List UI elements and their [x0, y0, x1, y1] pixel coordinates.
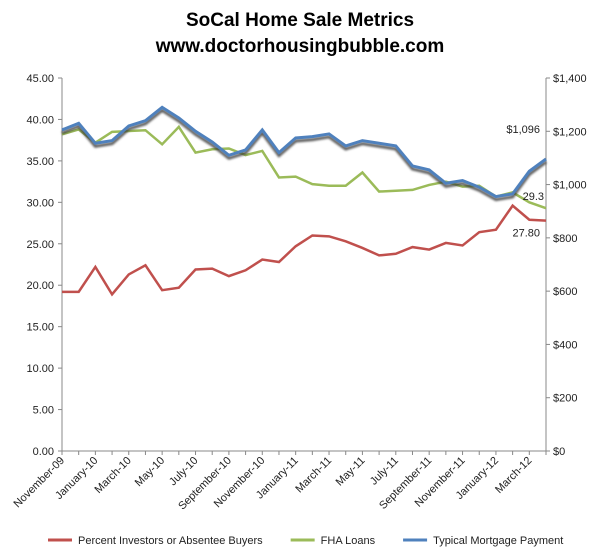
value-label: 29.3 — [523, 191, 544, 203]
y2-tick-label: $1,200 — [553, 126, 587, 138]
y-tick-label: 35.00 — [26, 156, 54, 168]
value-label: $1,096 — [506, 124, 540, 136]
chart-subtitle: www.doctorhousingbubble.com — [155, 36, 445, 57]
y-tick-label: 45.00 — [26, 73, 54, 85]
y2-tick-label: $0 — [553, 446, 565, 458]
y2-tick-label: $1,000 — [553, 180, 587, 192]
y-tick-label: 40.00 — [26, 114, 54, 126]
x-tick-label: July-11 — [368, 455, 401, 488]
y-tick-label: 0.00 — [33, 446, 54, 458]
series-line — [62, 203, 547, 297]
y-tick-label: 25.00 — [26, 239, 54, 251]
x-tick-label: March-11 — [293, 455, 334, 496]
x-tick-label: November-09 — [12, 455, 68, 511]
y-tick-label: 5.00 — [33, 405, 54, 417]
value-label: 27.80 — [512, 228, 540, 240]
y-tick-label: 15.00 — [26, 322, 54, 334]
y2-tick-label: $1,400 — [553, 73, 587, 85]
series-line — [61, 105, 547, 199]
legend-label: Typical Mortgage Payment — [433, 535, 563, 547]
x-tick-label: March-12 — [493, 455, 534, 496]
y2-tick-label: $600 — [553, 286, 577, 298]
y2-tick-label: $400 — [553, 339, 577, 351]
x-tick-label: July-10 — [167, 455, 201, 489]
x-tick-label: May-11 — [334, 455, 368, 489]
y-tick-label: 10.00 — [26, 363, 54, 375]
x-tick-label: May-10 — [133, 455, 167, 489]
series-line — [61, 124, 547, 210]
y-tick-label: 20.00 — [26, 280, 54, 292]
legend-label: FHA Loans — [321, 535, 376, 547]
y-tick-label: 30.00 — [26, 197, 54, 209]
y2-tick-label: $200 — [553, 393, 577, 405]
x-tick-label: March-10 — [93, 455, 134, 496]
y2-tick-label: $800 — [553, 233, 577, 245]
chart-title: SoCal Home Sale Metrics — [186, 10, 414, 31]
legend-label: Percent Investors or Absentee Buyers — [78, 535, 263, 547]
